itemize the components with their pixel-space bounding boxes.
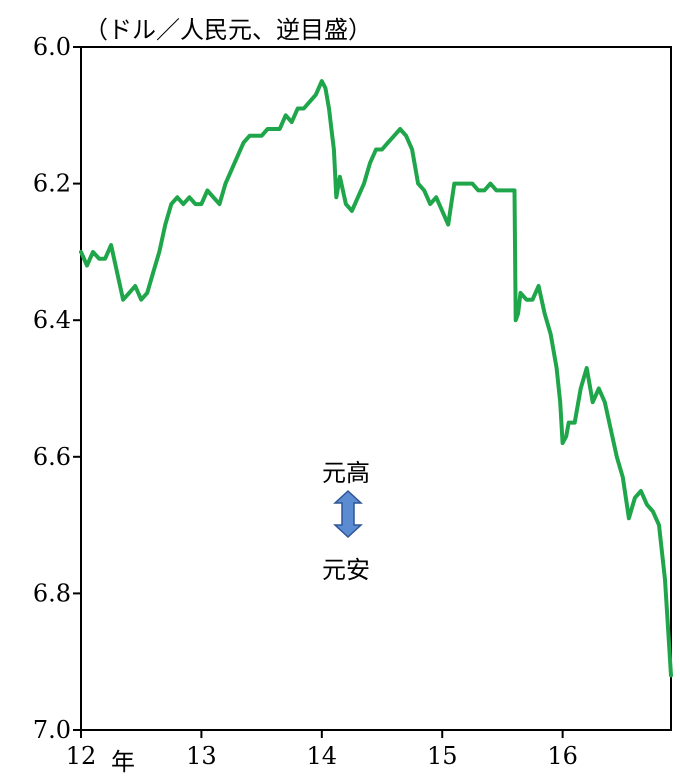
y-tick-label: 6.4 xyxy=(33,306,71,334)
x-tick-label: 16 xyxy=(547,742,578,770)
x-tick-label: 14 xyxy=(307,742,338,770)
annotation-yuan-weak: 元安 xyxy=(322,556,370,584)
y-tick-label: 6.0 xyxy=(33,33,71,61)
usd-cny-rate-line xyxy=(79,79,673,678)
annotation-yuan-strong: 元高 xyxy=(322,459,370,487)
x-tick-label: 12 xyxy=(66,742,97,770)
y-tick-label: 6.2 xyxy=(33,170,71,198)
x-tick-label: 15 xyxy=(427,742,458,770)
y-tick-label: 6.8 xyxy=(33,579,71,607)
x-tick-label: 13 xyxy=(186,742,217,770)
y-axis: 6.0 6.2 6.4 6.6 6.8 7.0 xyxy=(33,33,81,744)
x-axis: 12 13 14 15 16 年 xyxy=(66,730,578,776)
y-tick-label: 7.0 xyxy=(33,716,71,744)
y-tick-label: 6.6 xyxy=(33,443,71,471)
unit-label: （ドル／人民元、逆目盛） xyxy=(84,16,372,44)
double-arrow-icon xyxy=(333,489,363,539)
plot-area-frame xyxy=(80,46,672,731)
x-axis-year-suffix: 年 xyxy=(111,748,135,776)
direction-annotation: 元高 元安 xyxy=(322,459,370,584)
